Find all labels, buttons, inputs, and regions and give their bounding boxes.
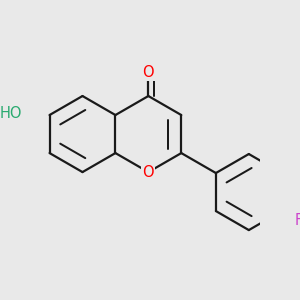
- Text: O: O: [142, 165, 154, 180]
- Text: F: F: [295, 214, 300, 229]
- Text: HO: HO: [0, 106, 22, 121]
- Text: O: O: [142, 65, 154, 80]
